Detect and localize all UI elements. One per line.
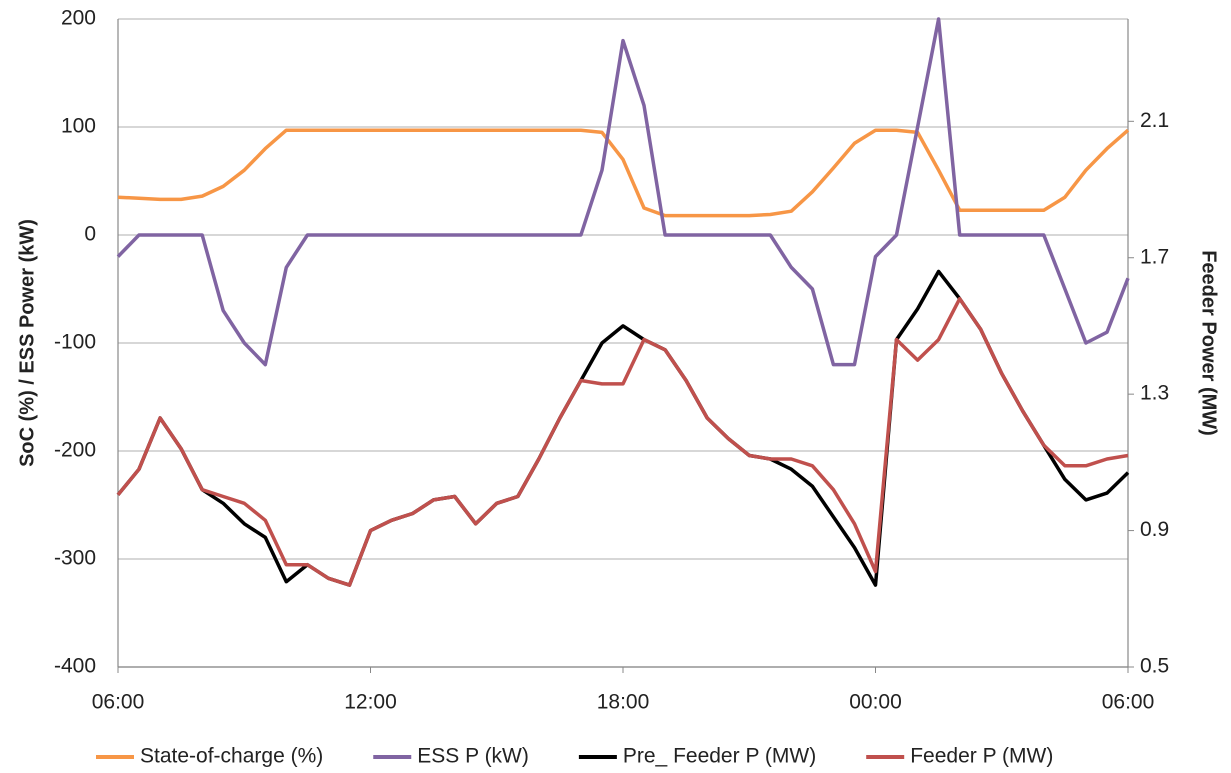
legend-label: Pre_ Feeder P (MW) <box>623 745 816 768</box>
x-tick-label: 12:00 <box>344 691 397 714</box>
y2-axis-title: Feeder Power (MW) <box>1198 250 1220 436</box>
x-tick-label: 06:00 <box>1102 691 1155 714</box>
y-tick-label: 100 <box>61 115 96 138</box>
legend-label: State-of-charge (%) <box>140 745 323 768</box>
y-axis-title: SoC (%) / ESS Power (kW) <box>16 219 38 467</box>
y-tick-label: 200 <box>61 7 96 30</box>
y2-tick-label: 2.1 <box>1140 109 1169 132</box>
legend-label: ESS P (kW) <box>417 745 529 768</box>
y-tick-label: -200 <box>54 439 96 462</box>
x-tick-label: 06:00 <box>92 691 145 714</box>
legend-label: Feeder P (MW) <box>910 745 1053 768</box>
series-line <box>116 17 1130 367</box>
series-line <box>117 128 1130 218</box>
x-tick-label: 00:00 <box>849 691 902 714</box>
series-line <box>116 269 1130 587</box>
y2-tick-label: 0.9 <box>1140 518 1169 541</box>
y-tick-label: -300 <box>54 547 96 570</box>
y-tick-label: 0 <box>84 223 96 246</box>
y-tick-label: -400 <box>54 655 96 678</box>
series-line <box>116 296 1129 587</box>
y-tick-label: -100 <box>54 331 96 354</box>
y2-tick-label: 1.3 <box>1140 382 1169 405</box>
x-tick-label: 18:00 <box>597 691 650 714</box>
y2-tick-label: 0.5 <box>1140 655 1169 678</box>
y2-tick-label: 1.7 <box>1140 245 1169 268</box>
